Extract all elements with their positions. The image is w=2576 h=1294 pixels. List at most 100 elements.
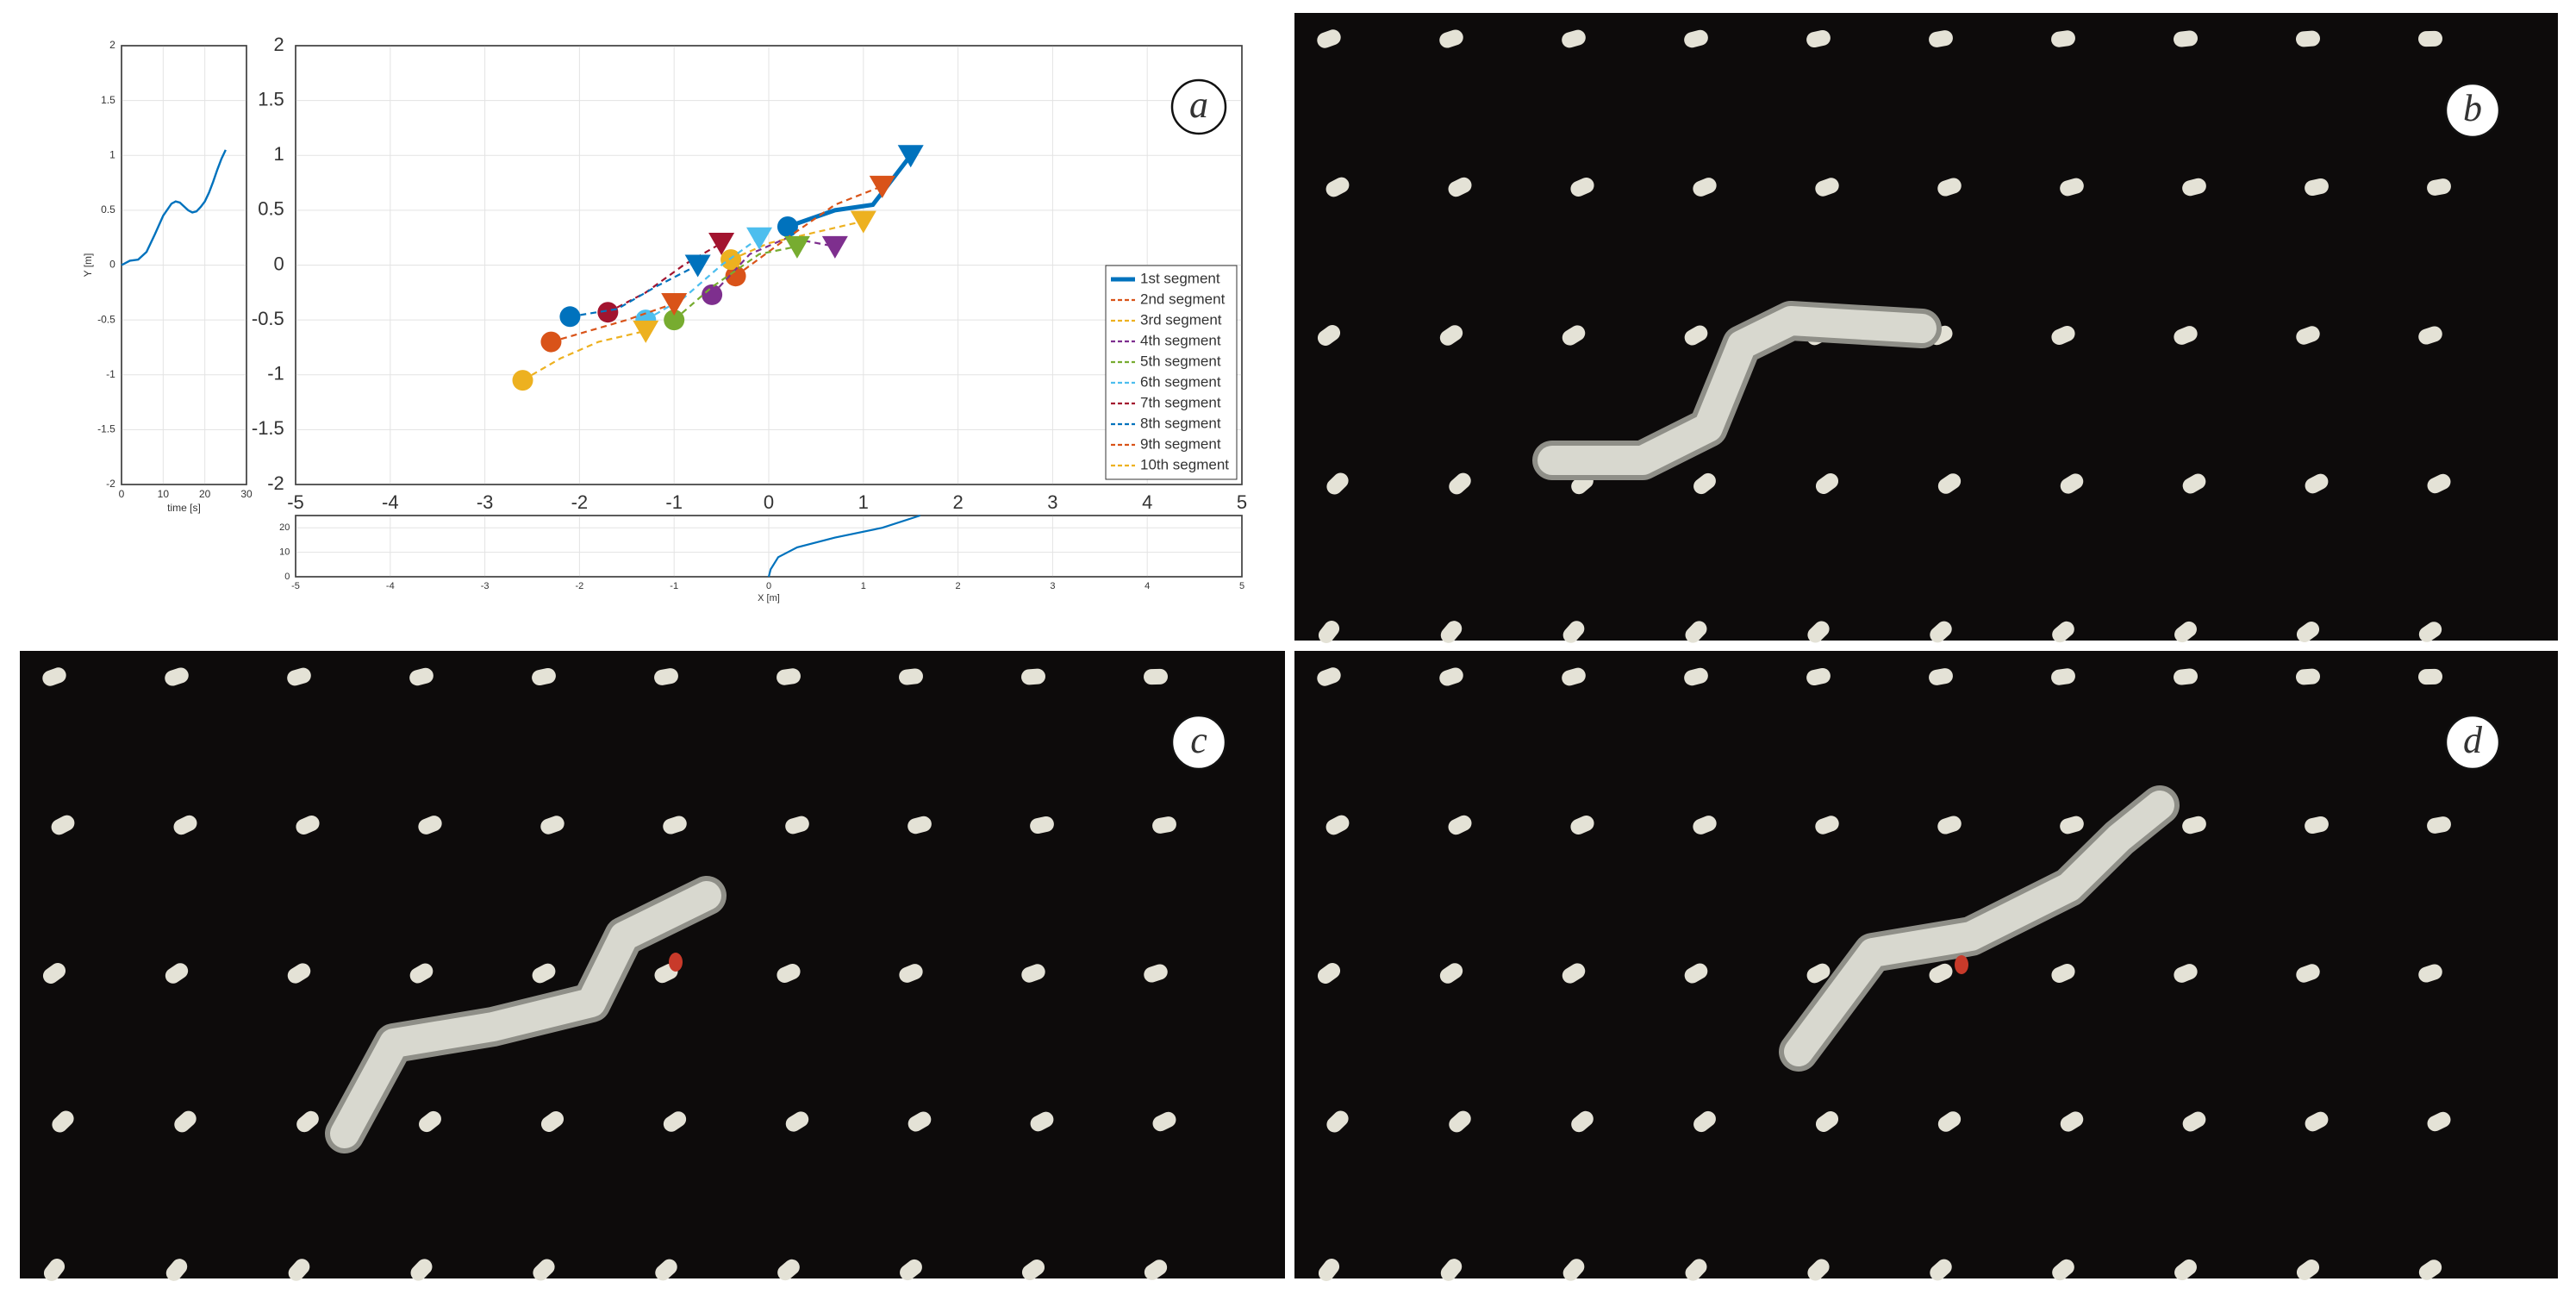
peg — [1439, 963, 1463, 984]
data-line — [673, 245, 798, 321]
x-tick-label: -2 — [571, 491, 589, 513]
peg — [899, 668, 923, 685]
peg — [540, 816, 564, 835]
marker — [897, 145, 924, 168]
peg — [165, 963, 189, 984]
data-line — [607, 242, 722, 314]
peg — [2305, 1111, 2329, 1132]
peg — [2174, 668, 2198, 685]
peg — [2051, 668, 2075, 685]
x-tick-label: 0 — [766, 581, 771, 591]
peg — [1030, 816, 1054, 835]
marker — [708, 233, 735, 256]
legend-label: 1st segment — [1140, 270, 1220, 286]
legend-label: 5th segment — [1140, 353, 1221, 369]
peg — [1144, 668, 1168, 685]
x-tick-label: -4 — [382, 491, 399, 513]
peg — [2182, 1111, 2206, 1132]
peg — [2305, 816, 2329, 835]
marker — [559, 306, 581, 328]
marker — [850, 210, 876, 234]
pegs — [42, 29, 2451, 1281]
peg — [287, 667, 311, 686]
y-tick-label: 1.5 — [258, 88, 284, 109]
data-line — [521, 329, 646, 382]
peg — [1937, 816, 1962, 835]
marker — [777, 216, 798, 237]
marker — [512, 370, 533, 391]
peg — [532, 667, 556, 686]
x-tick-label: 5 — [1237, 491, 1247, 513]
x-tick-label: 5 — [1239, 581, 1244, 591]
panel-label-circle — [1170, 78, 1227, 135]
panel-label-circle — [1170, 714, 1227, 771]
peg — [1685, 621, 1707, 643]
marker — [725, 266, 746, 287]
peg — [1685, 1259, 1707, 1281]
x-tick-label: 0 — [764, 491, 774, 513]
peg — [899, 964, 923, 983]
peg — [1929, 963, 1953, 984]
legend-label: 7th segment — [1140, 394, 1221, 410]
peg — [1815, 816, 1839, 835]
peg — [1684, 667, 1708, 686]
x-tick-label: 3 — [1047, 491, 1057, 513]
x-tick-label: 30 — [240, 488, 253, 500]
peg — [1815, 1111, 1839, 1132]
peg — [2174, 30, 2198, 47]
y-tick-label: 0 — [109, 259, 115, 271]
x-tick-label: 1 — [858, 491, 869, 513]
peg — [2051, 325, 2075, 346]
peg — [908, 816, 932, 835]
peg — [2060, 178, 2084, 197]
peg — [654, 668, 678, 685]
legend-label: 6th segment — [1140, 373, 1221, 390]
marker — [661, 293, 688, 316]
peg — [1684, 325, 1708, 346]
peg — [908, 1111, 932, 1132]
peg — [42, 963, 66, 984]
peg — [287, 963, 311, 984]
panel-label: c — [1190, 719, 1207, 761]
peg — [1449, 1110, 1471, 1133]
peg — [777, 668, 801, 685]
peg — [2174, 621, 2197, 643]
legend-label: 3rd segment — [1140, 311, 1222, 328]
peg — [43, 1259, 65, 1281]
peg — [288, 1259, 310, 1281]
peg — [2305, 473, 2329, 494]
legend-label: 2nd segment — [1140, 291, 1226, 307]
marker — [783, 235, 810, 259]
data-line — [645, 236, 760, 322]
data-line — [711, 236, 836, 296]
peg — [1693, 178, 1717, 197]
peg — [1562, 667, 1586, 686]
peg — [2174, 1259, 2197, 1281]
peg — [418, 816, 442, 835]
peg — [1815, 473, 1839, 494]
snake-c — [325, 876, 727, 1153]
peg — [2427, 816, 2451, 834]
panel-label: a — [1189, 84, 1208, 126]
peg — [2418, 622, 2442, 642]
peg — [296, 1110, 319, 1133]
snake-d — [1779, 785, 2180, 1072]
plot-frame — [295, 45, 1243, 485]
marker — [821, 235, 848, 259]
peg — [1937, 473, 1962, 494]
y-tick-label: 0 — [284, 572, 290, 582]
peg — [1930, 621, 1952, 643]
peg — [1937, 178, 1962, 197]
peg — [777, 963, 801, 984]
peg — [1144, 1260, 1168, 1280]
peg — [1684, 963, 1708, 984]
peg — [409, 667, 433, 686]
peg — [1449, 472, 1471, 495]
peg — [1448, 815, 1472, 835]
legend-label: 8th segment — [1140, 415, 1221, 431]
peg — [1325, 177, 1350, 197]
peg — [1317, 325, 1341, 346]
y-tick-label: 2 — [274, 34, 284, 55]
peg — [165, 1259, 188, 1281]
